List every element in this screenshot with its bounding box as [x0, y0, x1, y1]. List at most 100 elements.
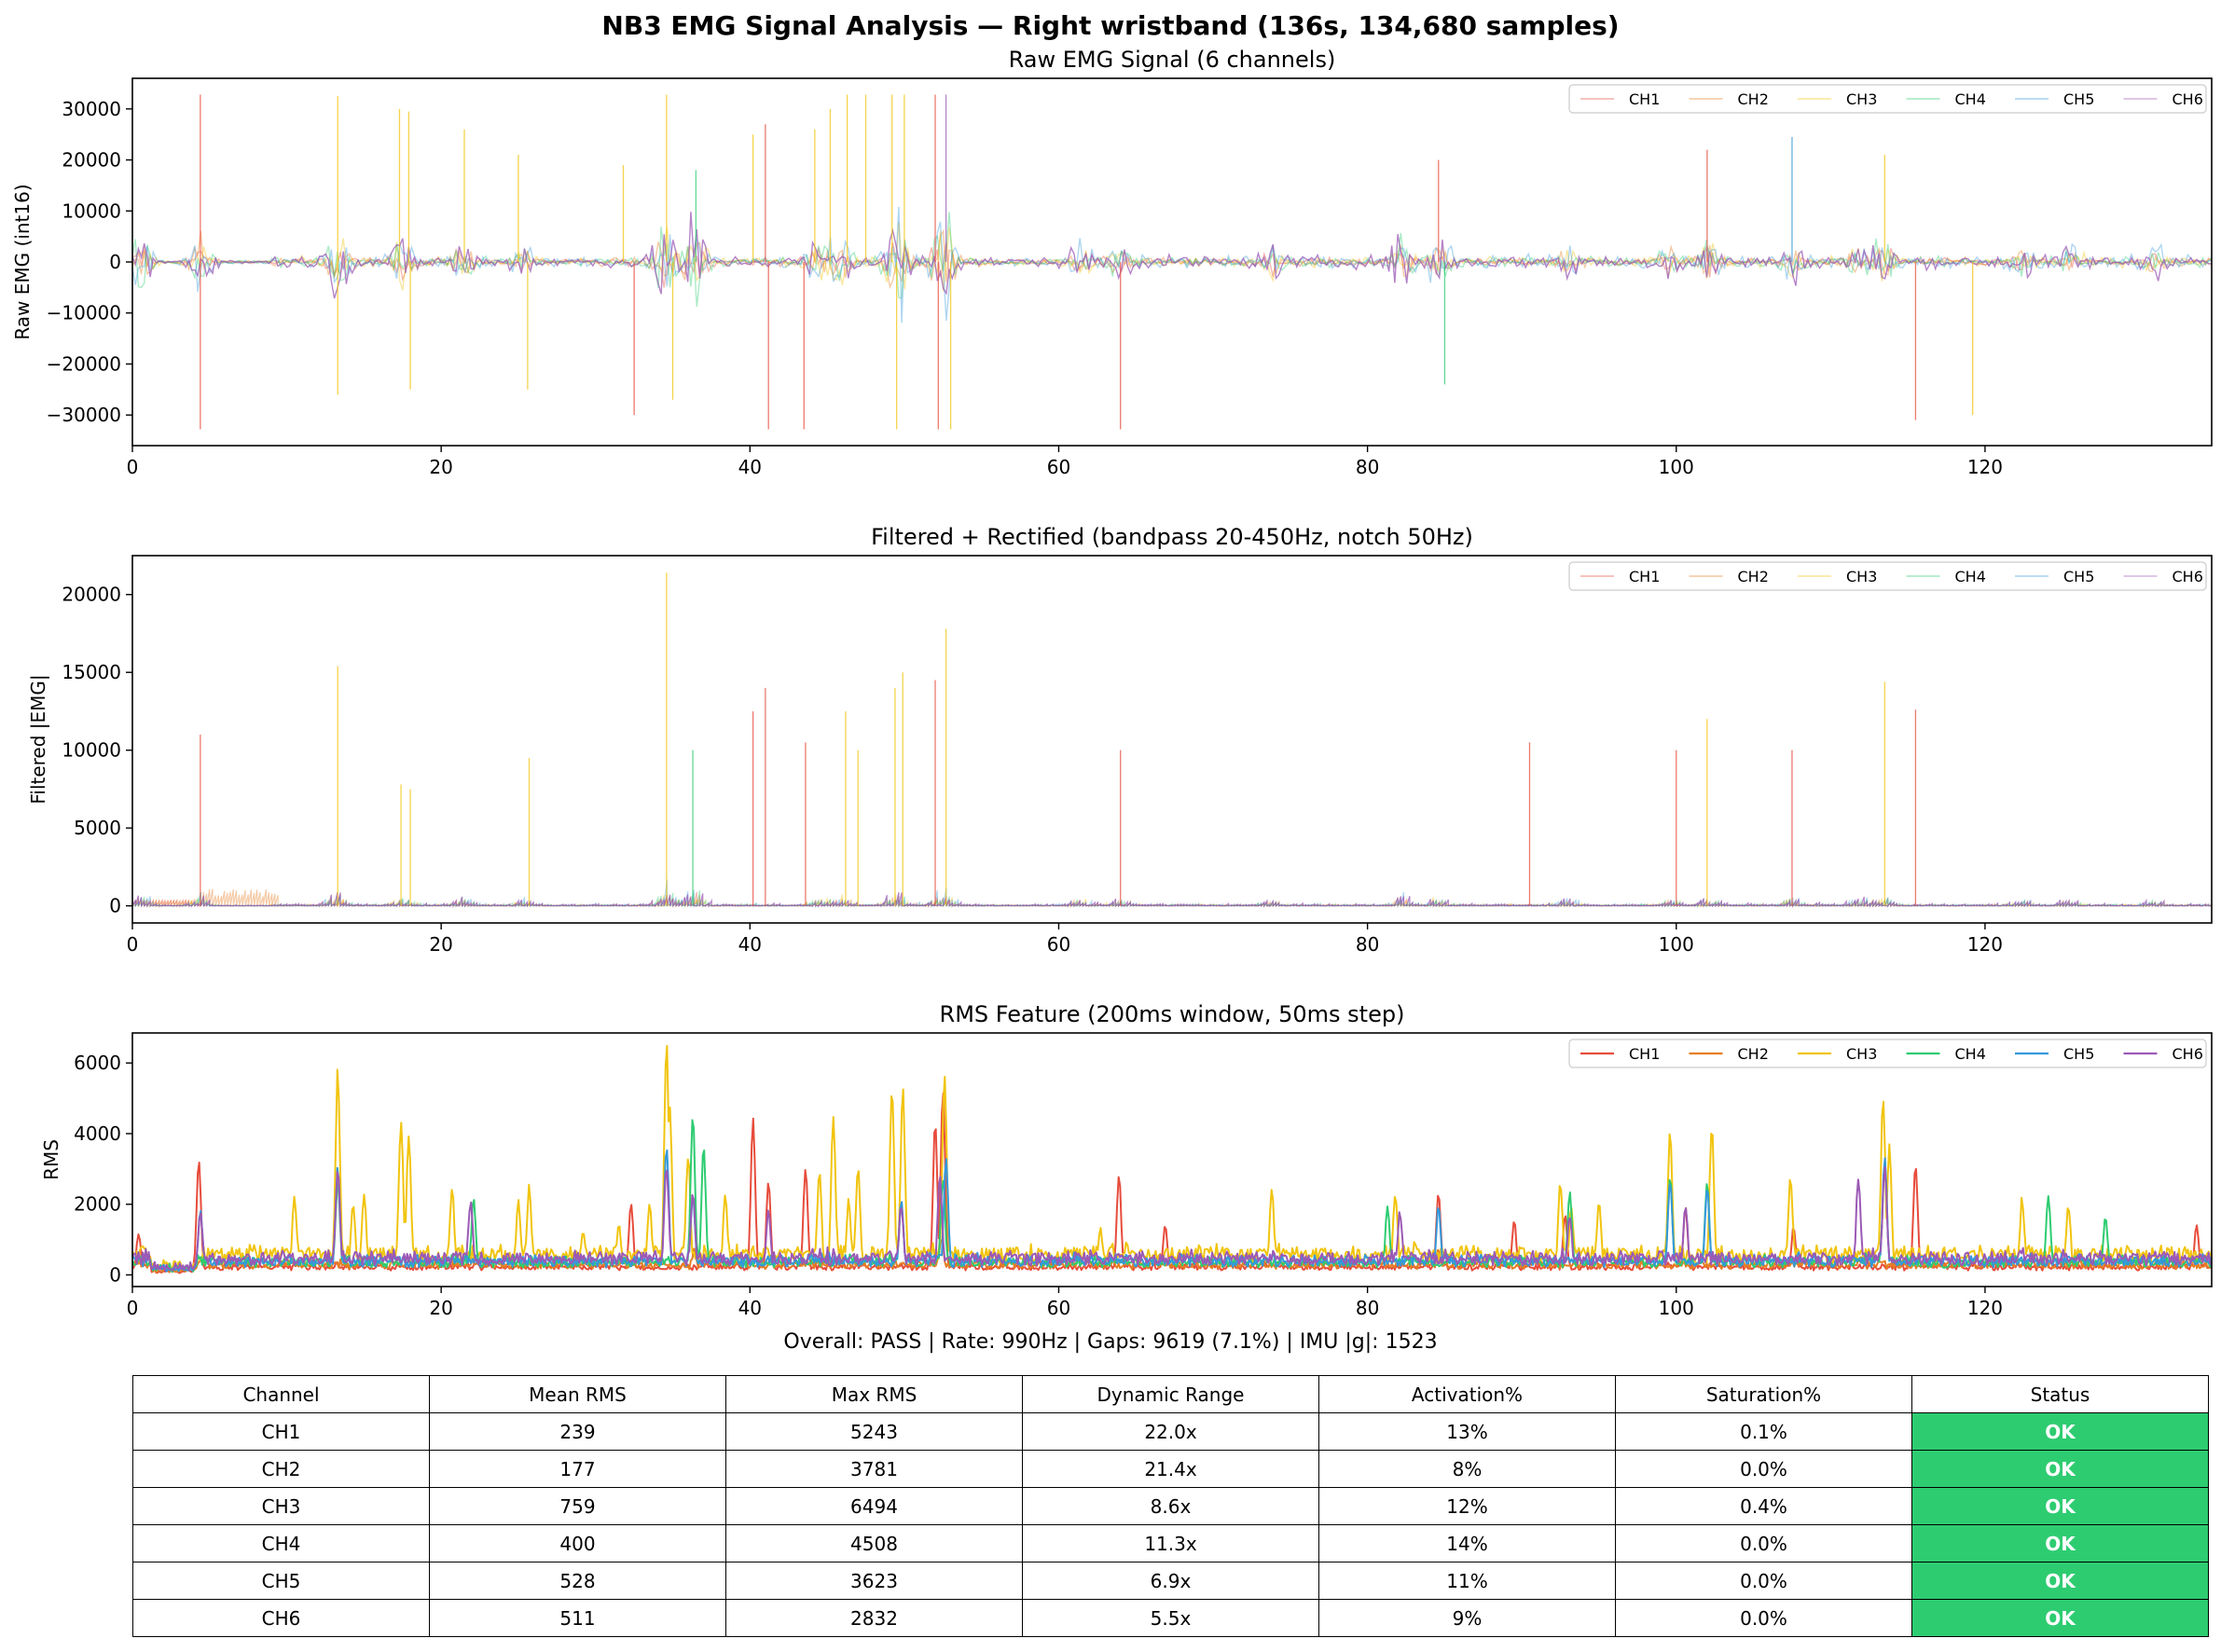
x-tick-label: 40	[738, 456, 762, 478]
table-cell: 13%	[1318, 1412, 1616, 1451]
table-cell: 22.0x	[1022, 1412, 1319, 1451]
legend: CH1 CH2 CH3 CH4 CH5 CH6	[1568, 561, 2207, 591]
plot-area	[132, 572, 2212, 908]
legend-label: CH2	[1738, 1045, 1769, 1063]
y-tick-label: 20000	[62, 584, 121, 606]
x-tick-label: 60	[1047, 1297, 1070, 1319]
column-header: Status	[1911, 1375, 2209, 1413]
y-tick-label: 20000	[62, 149, 121, 172]
table-row: CH2 177 3781 21.4x 8% 0.0% OK	[132, 1450, 2209, 1488]
table-cell: CH2	[132, 1450, 430, 1488]
table-cell: 0.1%	[1615, 1412, 1912, 1451]
y-tick-label: 2000	[74, 1193, 121, 1216]
table-cell: 759	[429, 1487, 726, 1525]
x-tick-label: 80	[1356, 1297, 1379, 1319]
status-cell: OK	[1911, 1412, 2209, 1451]
legend: CH1 CH2 CH3 CH4 CH5 CH6	[1568, 84, 2207, 114]
x-tick-label: 0	[127, 1297, 139, 1319]
table-cell: CH1	[132, 1412, 430, 1451]
series-band-ch3	[132, 222, 2212, 292]
series-band-ch5	[132, 879, 2212, 908]
table-cell: 21.4x	[1022, 1450, 1319, 1488]
table-cell: 3781	[725, 1450, 1023, 1488]
table-cell: 3623	[725, 1562, 1023, 1600]
table-cell: 0.0%	[1615, 1450, 1912, 1488]
table-cell: 6494	[725, 1487, 1023, 1525]
table-cell: 11%	[1318, 1562, 1616, 1600]
x-tick-label: 0	[127, 933, 139, 956]
panel-title: RMS Feature (200ms window, 50ms step)	[940, 1001, 1405, 1027]
y-axis-label: Filtered |EMG|	[27, 674, 49, 804]
table-cell: 8.6x	[1022, 1487, 1319, 1525]
y-tick-label: 0	[109, 251, 121, 273]
channel-summary-table: Channel Mean RMS Max RMS Dynamic Range Activ…	[132, 1375, 2209, 1637]
legend-label: CH2	[1738, 90, 1769, 108]
legend-label: CH5	[2063, 90, 2094, 108]
series-band-ch6	[132, 892, 2212, 908]
table-row: CH5 528 3623 6.9x 11% 0.0% OK	[132, 1562, 2209, 1600]
x-tick-label: 100	[1659, 456, 1694, 478]
rms-feature-panel: 0 20 40 60 80 100 120 0 2000 4000 6000 RMS Feature …	[40, 1001, 2213, 1319]
x-tick-label: 20	[429, 933, 452, 956]
column-header: Channel	[132, 1375, 430, 1413]
y-tick-label: 5000	[74, 817, 121, 839]
table-cell: 9%	[1318, 1599, 1616, 1637]
x-tick-label: 100	[1659, 933, 1694, 956]
series-line-ch3	[132, 1044, 2212, 1272]
legend-label: CH3	[1846, 1045, 1877, 1063]
table-cell: 0.4%	[1615, 1487, 1912, 1525]
y-tick-label: 10000	[62, 200, 121, 222]
axes-frame	[131, 1032, 2213, 1287]
y-tick-label: 0	[109, 1263, 121, 1286]
y-tick-label: 6000	[74, 1052, 121, 1074]
x-tick-label: 120	[1967, 1297, 2003, 1319]
panel-title: Filtered + Rectified (bandpass 20-450Hz,…	[871, 524, 1473, 550]
status-cell: OK	[1911, 1599, 2209, 1637]
plot-area	[132, 94, 2212, 430]
x-tick-label: 80	[1356, 456, 1379, 478]
x-tick-label: 0	[127, 456, 139, 478]
column-header: Max RMS	[725, 1375, 1023, 1413]
y-axis-label: Raw EMG (int16)	[11, 184, 34, 339]
x-tick-label: 60	[1047, 933, 1070, 956]
y-tick-label: 30000	[62, 98, 121, 120]
series-line-ch1	[132, 1092, 2212, 1274]
table-cell: 14%	[1318, 1524, 1616, 1563]
table-cell: 0.0%	[1615, 1599, 1912, 1637]
table-row: CH4 400 4508 11.3x 14% 0.0% OK	[132, 1524, 2209, 1563]
legend-label: CH3	[1846, 568, 1877, 585]
legend-label: CH4	[1955, 90, 1986, 108]
table-cell: CH6	[132, 1599, 430, 1637]
x-tick-label: 60	[1047, 456, 1070, 478]
table-header-row: Channel Mean RMS Max RMS Dynamic Range Activ…	[132, 1375, 2209, 1413]
legend-label: CH2	[1738, 568, 1769, 585]
legend: CH1 CH2 CH3 CH4 CH5 CH6	[1568, 1039, 2207, 1068]
table-cell: 0.0%	[1615, 1524, 1912, 1563]
y-tick-label: 0	[109, 895, 121, 917]
legend-label: CH6	[2173, 568, 2203, 585]
table-cell: 2832	[725, 1599, 1023, 1637]
table-row: CH1 239 5243 22.0x 13% 0.1% OK	[132, 1412, 2209, 1451]
table-row: CH3 759 6494 8.6x 12% 0.4% OK	[132, 1487, 2209, 1525]
table-cell: 177	[429, 1450, 726, 1488]
legend-label: CH4	[1955, 568, 1986, 585]
y-tick-label: −10000	[47, 302, 121, 324]
legend-label: CH1	[1629, 90, 1660, 108]
legend-label: CH6	[2173, 1045, 2203, 1063]
table-cell: 511	[429, 1599, 726, 1637]
x-tick-label: 20	[429, 456, 452, 478]
table-cell: 11.3x	[1022, 1524, 1319, 1563]
summary-line: Overall: PASS | Rate: 990Hz | Gaps: 9619…	[783, 1330, 1437, 1354]
y-axis-label: RMS	[40, 1139, 62, 1180]
status-cell: OK	[1911, 1524, 2209, 1563]
legend-label: CH6	[2173, 90, 2203, 108]
series-band-ch6	[132, 212, 2212, 299]
x-tick-label: 20	[429, 1297, 452, 1319]
x-tick-label: 40	[738, 933, 762, 956]
legend-label: CH1	[1629, 1045, 1660, 1063]
x-tick-label: 80	[1356, 933, 1379, 956]
legend-label: CH3	[1846, 90, 1877, 108]
status-cell: OK	[1911, 1487, 2209, 1525]
table-cell: 5243	[725, 1412, 1023, 1451]
